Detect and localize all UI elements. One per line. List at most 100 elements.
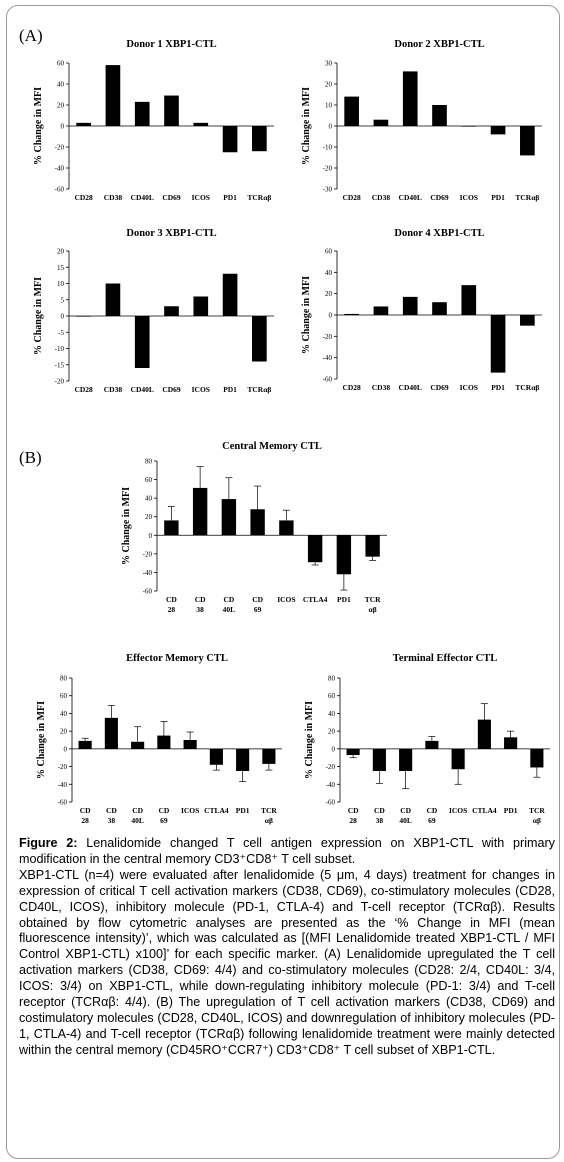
chart-title: Central Memory CTL [222, 441, 322, 452]
y-tick-label: 10 [57, 280, 65, 288]
y-tick-label: 20 [328, 728, 336, 736]
x-tick-label: TCRαβ [515, 383, 539, 392]
bar [76, 316, 91, 317]
chart-title: Donor 3 XBP1-CTL [126, 228, 216, 239]
x-tick-label: 28 [168, 605, 176, 614]
x-tick-label: 69 [428, 816, 436, 825]
x-tick-label: CD [158, 806, 169, 815]
bar [252, 316, 267, 362]
x-tick-label: CD28 [342, 383, 361, 392]
bar [104, 717, 118, 749]
y-tick-label: 0 [64, 745, 68, 753]
bar [279, 520, 294, 536]
y-tick-label: -30 [323, 186, 333, 194]
y-tick-label: 40 [57, 81, 65, 89]
y-tick-label: 0 [329, 312, 333, 320]
chart-title: Effector Memory CTL [126, 653, 228, 664]
y-axis-label: % Change in MFI [33, 277, 44, 355]
x-tick-label: CD [80, 806, 91, 815]
bar [134, 316, 150, 368]
x-tick-label: CD [223, 595, 234, 604]
y-tick-label: 0 [332, 745, 336, 753]
chart-title: Terminal Effector CTL [393, 653, 497, 664]
bar [164, 520, 179, 536]
figure-frame: (A) (B) Donor 1 XBP1-CTL % Change in MFI -… [6, 5, 560, 1159]
x-tick-label: 38 [108, 816, 116, 825]
figure-caption: Figure 2: Lenalidomide changed T cell an… [19, 836, 555, 1059]
y-tick-label: -40 [55, 165, 65, 173]
bar [193, 296, 209, 316]
bar [477, 719, 491, 749]
y-tick-label: -5 [58, 329, 64, 337]
x-tick-label: TCRαβ [247, 385, 271, 394]
y-tick-label: -20 [143, 550, 153, 558]
y-tick-label: 60 [57, 60, 65, 68]
bar [344, 313, 359, 315]
bar [490, 315, 506, 373]
y-tick-label: 20 [57, 248, 65, 256]
x-tick-label: TCR [261, 806, 277, 815]
bar [432, 302, 447, 315]
x-tick-label: CTLA4 [303, 595, 328, 604]
y-tick-label: 20 [60, 728, 68, 736]
x-tick-label: CD38 [104, 193, 123, 202]
x-tick-label: CD [252, 595, 263, 604]
x-tick-label: ICOS [460, 383, 478, 392]
bar [76, 122, 91, 126]
x-tick-label: CD28 [342, 193, 361, 202]
bar [402, 296, 418, 315]
x-tick-label: PD1 [504, 806, 518, 815]
y-tick-label: -20 [55, 144, 65, 152]
y-tick-label: 5 [61, 296, 65, 304]
y-tick-label: 40 [60, 710, 68, 718]
x-tick-label: CD [400, 806, 411, 815]
x-tick-label: PD1 [337, 595, 351, 604]
y-axis-label: % Change in MFI [121, 487, 132, 565]
x-tick-label: 38 [376, 816, 384, 825]
chart-title: Donor 2 XBP1-CTL [394, 39, 484, 50]
bar [164, 95, 179, 126]
x-tick-label: PD1 [491, 193, 505, 202]
x-tick-label: 38 [196, 605, 204, 614]
bar [373, 306, 389, 315]
bar [157, 735, 171, 749]
bar [192, 487, 208, 536]
x-tick-label: ICOS [460, 193, 478, 202]
y-tick-label: -20 [58, 763, 68, 771]
y-tick-label: -40 [58, 781, 68, 789]
bar [193, 122, 209, 126]
y-tick-label: -60 [55, 186, 65, 194]
bar [164, 306, 179, 316]
bar [262, 748, 276, 764]
bar [365, 535, 380, 557]
bar [105, 283, 121, 316]
bar [520, 315, 535, 326]
bar [222, 273, 238, 316]
y-axis-label: % Change in MFI [304, 701, 315, 779]
caption-title: Lenalidomide changed T cell antigen expr… [19, 836, 555, 866]
x-tick-label: PD1 [236, 806, 250, 815]
y-tick-label: -40 [326, 781, 336, 789]
y-axis-label: % Change in MFI [33, 87, 44, 165]
panel-label-a: (A) [19, 26, 43, 45]
y-tick-label: 20 [325, 81, 333, 89]
x-tick-label: CD28 [74, 385, 93, 394]
y-tick-label: -60 [323, 376, 333, 384]
bar [425, 740, 439, 749]
x-tick-label: ICOS [277, 595, 295, 604]
x-tick-label: αβ [265, 816, 273, 825]
x-tick-label: CD38 [372, 193, 391, 202]
donor2-chart: Donor 2 XBP1-CTL % Change in MFI -30 -20 -10… [301, 39, 542, 202]
donor1-chart: Donor 1 XBP1-CTL % Change in MFI -60 -40 -20… [33, 39, 274, 202]
y-tick-label: 60 [145, 476, 153, 484]
y-tick-label: -20 [326, 763, 336, 771]
y-tick-label: 15 [57, 264, 65, 272]
x-tick-label: CD [166, 595, 177, 604]
bar [307, 535, 323, 563]
x-tick-label: CTLA4 [204, 806, 229, 815]
y-tick-label: -20 [55, 378, 65, 386]
x-tick-label: CD40L [399, 193, 422, 202]
x-tick-label: αβ [369, 605, 377, 614]
y-axis-label: % Change in MFI [301, 276, 312, 354]
terminal-effector-chart: Terminal Effector CTL % Change in MFI -60 -… [304, 653, 550, 825]
